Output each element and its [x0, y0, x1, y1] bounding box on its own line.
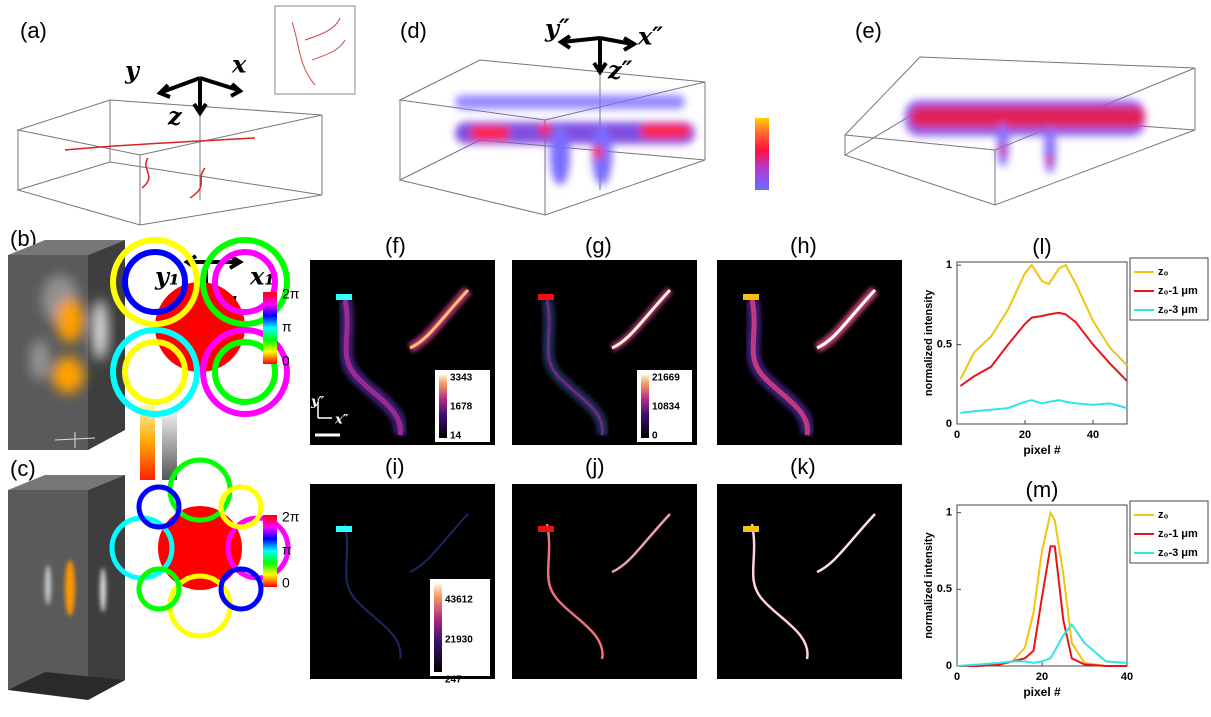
colorbar-label: 10834 [652, 402, 680, 413]
legend-label: z₀-3 μm [1158, 547, 1198, 559]
legend-label: z₀ [1158, 266, 1169, 278]
axis-label: y₁ [154, 262, 179, 291]
colorbar-label: 21930 [445, 635, 473, 646]
axis-label: x [231, 50, 247, 79]
x-tick-label: 20 [1019, 429, 1031, 441]
panel-label: (h) [790, 233, 817, 258]
legend-label: z₀ [1158, 509, 1169, 521]
colorbar-label: 0 [282, 353, 290, 369]
chart-title: (l) [1032, 234, 1052, 259]
legend-label: z₀-3 μm [1158, 304, 1198, 316]
legend-label: z₀-1 μm [1158, 528, 1198, 540]
x-axis-label: pixel # [1023, 685, 1061, 699]
y-tick-label: 0 [946, 418, 952, 430]
volume-render [455, 95, 695, 185]
panel-label: (c) [10, 456, 36, 481]
y-tick-label: 0.5 [937, 338, 952, 350]
filament [142, 158, 205, 198]
phase-mask [112, 460, 288, 636]
image [512, 260, 697, 445]
legend-label: z₀-1 μm [1158, 285, 1198, 297]
axis-label: x″ [334, 413, 349, 428]
plot-area [957, 505, 1127, 666]
panel-label: (i) [385, 454, 405, 479]
panel-label: (g) [585, 233, 612, 258]
colorbar-label: 14 [450, 431, 462, 442]
colorbar-label: 3343 [450, 373, 473, 384]
panel-label: (d) [400, 18, 427, 43]
axis-label: y [124, 56, 141, 85]
filament [65, 138, 255, 150]
y-axis-label: normalized intensity [923, 289, 935, 396]
image [717, 260, 902, 445]
x-tick-label: 40 [1087, 429, 1099, 441]
colorbar-label: 1678 [450, 402, 473, 413]
image [310, 484, 495, 679]
colorbar-label: 0 [282, 575, 290, 591]
colorbar-label: π [282, 319, 292, 335]
volume-render [905, 100, 1145, 174]
x-tick-label: 20 [1036, 671, 1048, 683]
colorbar-label: 21669 [652, 373, 680, 384]
axis-label: z″ [607, 56, 633, 85]
colorbar-label: 0 [652, 431, 658, 442]
colorbar [263, 292, 277, 364]
image [512, 484, 697, 679]
panel-label: (k) [790, 454, 816, 479]
colorbar [263, 515, 277, 587]
panel-label: (j) [585, 454, 605, 479]
y-axis-label: normalized intensity [923, 531, 935, 638]
x-tick-label: 40 [1121, 671, 1133, 683]
colorbar-label: 2π [282, 286, 300, 302]
y-tick-label: 1 [946, 507, 952, 519]
x-tick-label: 0 [954, 429, 960, 441]
colorbar [755, 118, 769, 190]
x-tick-label: 0 [954, 671, 960, 683]
panel-label: (e) [855, 18, 882, 43]
colorbar-label: 2π [282, 509, 300, 525]
colorbar-label: π [282, 542, 292, 558]
y-tick-label: 1 [946, 259, 952, 271]
psf-block [8, 240, 125, 450]
axis-label: y″ [544, 14, 570, 43]
chart-title: (m) [1026, 477, 1059, 502]
axis-label: x″ [637, 22, 663, 51]
axis-label: z [167, 102, 183, 131]
axis-label: y″ [310, 395, 325, 410]
colorbar-label: 247 [445, 675, 462, 686]
x-axis-label: pixel # [1023, 443, 1061, 457]
panel-label: (f) [385, 233, 406, 258]
y-tick-label: 0 [946, 660, 952, 672]
colorbar-label: 43612 [445, 595, 473, 606]
inset [275, 6, 355, 94]
plot-area [957, 262, 1127, 424]
colorbar [162, 405, 177, 480]
panel-label: (a) [20, 18, 47, 43]
figure: (a) y x z (d) y″ x″ z″ (e) (b) y₁ x₁ z₁ … [0, 0, 1211, 712]
y-tick-label: 0.5 [937, 583, 952, 595]
psf-block [8, 475, 125, 700]
image [717, 484, 902, 679]
